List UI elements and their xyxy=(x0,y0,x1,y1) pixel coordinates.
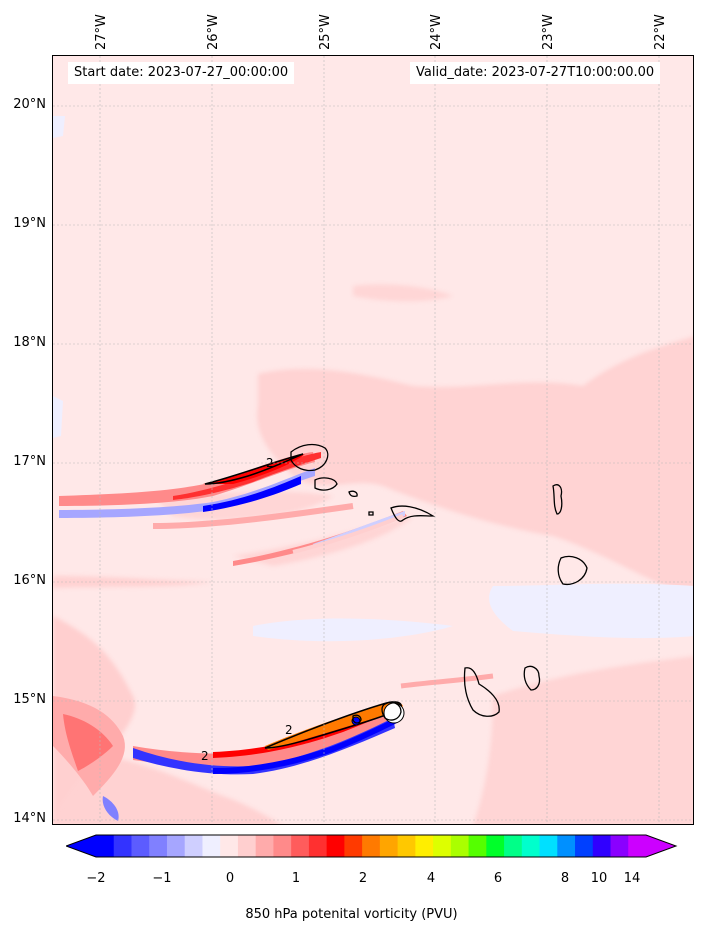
colorbar-segment xyxy=(362,835,381,857)
colorbar-tick-label: 0 xyxy=(225,871,235,886)
contour-label-south-2: 2 xyxy=(201,749,209,763)
colorbar-segment xyxy=(255,835,274,857)
island-sao-vicente xyxy=(314,477,338,491)
island-santiago xyxy=(463,667,500,717)
colorbar-segment xyxy=(166,835,186,857)
colorbar-segment xyxy=(379,835,399,857)
lat-label-20n: 20°N xyxy=(13,97,46,112)
colorbar-segment xyxy=(291,835,310,857)
lon-label-23w: 23°W xyxy=(541,14,556,50)
colorbar-extend-low xyxy=(66,835,96,857)
start-date-label: Start date: 2023-07-27_00:00:00 xyxy=(68,62,295,84)
lat-label-17n: 17°N xyxy=(13,454,46,469)
colorbar-segment xyxy=(96,835,115,857)
colorbar-segment xyxy=(131,835,150,857)
lat-label-14n: 14°N xyxy=(13,811,46,826)
colorbar-tick-label: 4 xyxy=(426,871,436,886)
colorbar-segment xyxy=(504,835,523,857)
contour-label-south-1: 2 xyxy=(285,723,293,737)
colorbar-label: 850 hPa potenital vorticity (PVU) xyxy=(245,907,458,922)
map-panel: 2 2 2 xyxy=(52,55,694,825)
colorbar-tick-label: 2 xyxy=(358,871,368,886)
colorbar-segment xyxy=(539,835,558,857)
colorbar-segment xyxy=(202,835,221,857)
colorbar-tick-label: 10 xyxy=(590,871,608,886)
colorbar-segment xyxy=(308,835,328,857)
colorbar-tick-label: 8 xyxy=(560,871,570,886)
island-ilheu xyxy=(368,511,374,516)
island-santa-luzia xyxy=(348,490,358,498)
colorbar-tick-label: 6 xyxy=(493,871,503,886)
colorbar-tick-label: −1 xyxy=(152,871,172,886)
colorbar-segment xyxy=(557,835,576,857)
colorbar-tick-label: 1 xyxy=(291,871,301,886)
lon-label-26w: 26°W xyxy=(206,14,221,50)
colorbar-segment xyxy=(184,835,203,857)
island-brava xyxy=(352,714,362,724)
lat-label-19n: 19°N xyxy=(13,216,46,231)
colorbar-segment xyxy=(273,835,292,857)
south-streak xyxy=(53,673,494,821)
lat-label-15n: 15°N xyxy=(13,692,46,707)
colorbar-segment xyxy=(575,835,594,857)
colorbar-segment xyxy=(149,835,168,857)
island-sal xyxy=(552,484,563,515)
lon-label-22w: 22°W xyxy=(653,14,668,50)
colorbar-segment xyxy=(113,835,132,857)
colorbar-segment xyxy=(486,835,505,857)
colorbar-segment xyxy=(397,835,416,857)
lat-label-16n: 16°N xyxy=(13,573,46,588)
colorbar-segment xyxy=(433,835,452,857)
colorbar-segment xyxy=(592,835,612,857)
colorbar-segment xyxy=(450,835,470,857)
lat-label-18n: 18°N xyxy=(13,335,46,350)
colorbar-tick-label: −2 xyxy=(86,871,106,886)
colorbar-segment xyxy=(610,835,629,857)
colorbar-outline xyxy=(66,834,678,858)
colorbar-segment xyxy=(220,835,239,857)
colorbar-tick-label: 14 xyxy=(623,871,641,886)
island-maio xyxy=(523,665,541,691)
valid-date-label: Valid_date: 2023-07-27T10:00:00.00 xyxy=(410,62,661,84)
lon-label-27w: 27°W xyxy=(94,14,109,50)
middle-streak xyxy=(233,511,407,566)
colorbar-segment xyxy=(628,835,647,857)
vorticity-map: 2 2 2 xyxy=(53,56,693,824)
colorbar-segment xyxy=(344,835,363,857)
island-sao-nicolau xyxy=(390,505,436,522)
island-boa-vista xyxy=(557,555,588,586)
colorbar-segment xyxy=(326,835,345,857)
colorbar-segment xyxy=(468,835,487,857)
lon-label-24w: 24°W xyxy=(429,14,444,50)
gridlines xyxy=(53,56,693,824)
island-santo-antao xyxy=(290,443,329,472)
colorbar-segment xyxy=(237,835,257,857)
north-streak xyxy=(59,452,354,529)
lon-label-25w: 25°W xyxy=(318,14,333,50)
island-fogo xyxy=(381,701,402,721)
weak-negative-areas xyxy=(53,116,693,642)
colorbar xyxy=(66,834,678,858)
colorbar-segment xyxy=(521,835,541,857)
colorbar-extend-high xyxy=(646,835,676,857)
island-outlines xyxy=(290,443,588,724)
colorbar-segment xyxy=(415,835,434,857)
